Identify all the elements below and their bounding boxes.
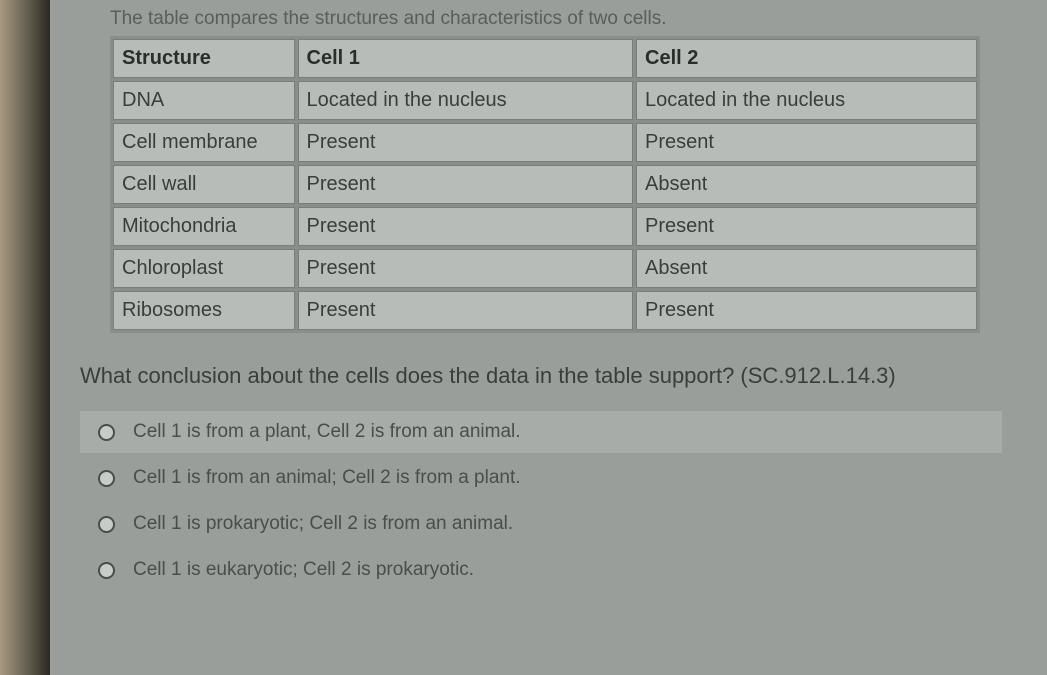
question-text: What conclusion about the cells does the… [80,363,1002,389]
option-b[interactable]: Cell 1 is from an animal; Cell 2 is from… [80,457,1002,499]
option-a[interactable]: Cell 1 is from a plant, Cell 2 is from a… [80,411,1002,453]
cell-value: Absent [636,165,977,204]
radio-icon[interactable] [98,424,115,441]
table-row: Chloroplast Present Absent [113,249,977,288]
cell-value: Present [636,207,977,246]
table-row: DNA Located in the nucleus Located in th… [113,81,977,120]
cell-value: Located in the nucleus [298,81,634,120]
cell-value: Present [298,165,634,204]
radio-icon[interactable] [98,516,115,533]
table-row: Mitochondria Present Present [113,207,977,246]
cell-value: Absent [636,249,977,288]
page-edge-shadow [0,0,50,675]
option-c[interactable]: Cell 1 is prokaryotic; Cell 2 is from an… [80,503,1002,545]
cell-value: Present [636,291,977,330]
table-row: Ribosomes Present Present [113,291,977,330]
cell-structure: Cell membrane [113,123,295,162]
header-cell2: Cell 2 [636,39,977,78]
content-area: The table compares the structures and ch… [65,0,1047,595]
answer-options: Cell 1 is from a plant, Cell 2 is from a… [80,411,1002,591]
cell-value: Present [298,207,634,246]
option-label: Cell 1 is from a plant, Cell 2 is from a… [133,421,521,443]
cell-structure: Chloroplast [113,249,295,288]
table-header-row: Structure Cell 1 Cell 2 [113,39,977,78]
intro-text: The table compares the structures and ch… [110,8,1002,30]
table-row: Cell membrane Present Present [113,123,977,162]
cell-value: Located in the nucleus [636,81,977,120]
radio-icon[interactable] [98,470,115,487]
cell-structure: Mitochondria [113,207,295,246]
cell-value: Present [298,249,634,288]
cell-structure: Cell wall [113,165,295,204]
option-label: Cell 1 is eukaryotic; Cell 2 is prokaryo… [133,559,474,581]
option-label: Cell 1 is prokaryotic; Cell 2 is from an… [133,513,513,535]
table-row: Cell wall Present Absent [113,165,977,204]
comparison-table: Structure Cell 1 Cell 2 DNA Located in t… [110,36,980,333]
radio-icon[interactable] [98,562,115,579]
header-cell1: Cell 1 [298,39,634,78]
option-d[interactable]: Cell 1 is eukaryotic; Cell 2 is prokaryo… [80,549,1002,591]
cell-structure: Ribosomes [113,291,295,330]
cell-value: Present [636,123,977,162]
option-label: Cell 1 is from an animal; Cell 2 is from… [133,467,521,489]
cell-structure: DNA [113,81,295,120]
cell-value: Present [298,291,634,330]
header-structure: Structure [113,39,295,78]
cell-value: Present [298,123,634,162]
